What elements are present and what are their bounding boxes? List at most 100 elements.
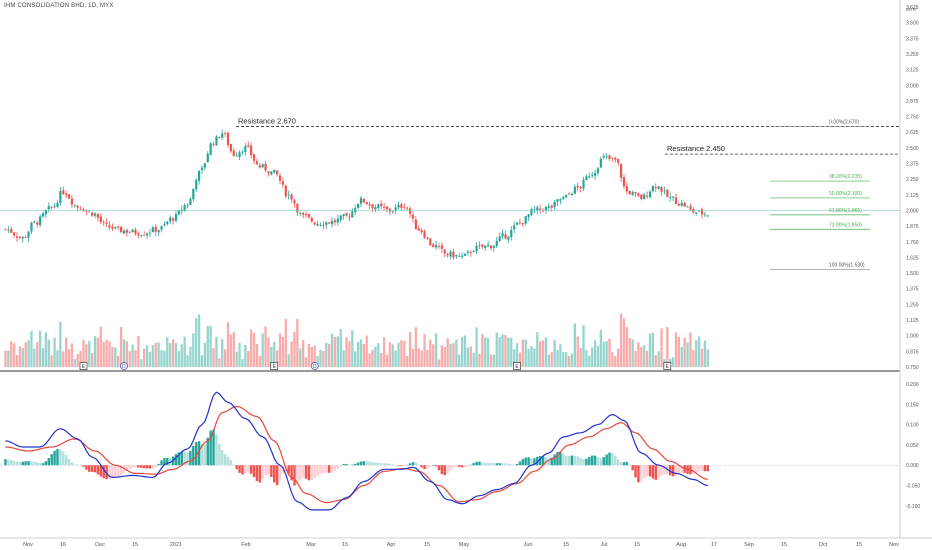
candle-body <box>380 203 383 207</box>
volume-bar <box>484 337 487 367</box>
volume-bar <box>463 335 467 367</box>
volume-bar <box>134 350 137 367</box>
candle-body <box>602 156 605 158</box>
candle-body <box>495 241 498 247</box>
volume-bar <box>351 330 354 367</box>
macd-histogram-bar <box>394 464 397 466</box>
time-axis-tick: Jun <box>524 542 533 548</box>
volume-bar <box>619 313 623 367</box>
macd-histogram-bar <box>541 456 545 466</box>
macd-histogram-bar <box>515 464 519 466</box>
volume-bar <box>634 350 637 367</box>
macd-histogram-bar <box>619 462 623 466</box>
macd-histogram-bar <box>82 465 85 467</box>
candle-body <box>345 213 348 216</box>
candle-body <box>640 194 643 200</box>
candle-body <box>47 206 50 210</box>
candle-body <box>261 164 264 168</box>
volume-bar <box>524 339 527 367</box>
time-axis-tick: Sep <box>744 542 754 548</box>
candle-body <box>614 157 617 160</box>
macd-histogram-bar <box>275 465 279 486</box>
time-axis-tick: Oct <box>819 542 828 548</box>
macd-histogram-bar <box>377 462 380 466</box>
macd-histogram-bar <box>70 462 74 466</box>
volume-bar <box>504 335 507 367</box>
volume-bar <box>18 346 22 367</box>
macd-histogram-bar <box>30 461 33 466</box>
volume-bar <box>10 341 13 367</box>
fib-level-label: 72.00%(1.850) <box>829 222 862 228</box>
volume-bar <box>697 336 701 367</box>
volume-bar <box>322 351 325 367</box>
macd-histogram-bar <box>475 461 478 466</box>
volume-bar <box>657 351 660 367</box>
candle-body <box>330 220 334 225</box>
time-axis-tick: Mar <box>306 542 316 548</box>
price-axis-tick: 3.250 <box>906 52 919 58</box>
macd-histogram-bar <box>310 465 314 480</box>
candle-body <box>437 245 441 247</box>
candle-body <box>235 155 238 157</box>
price-axis-tick: 3.125 <box>906 68 919 74</box>
macd-histogram-bar <box>362 461 366 466</box>
volume-bar <box>4 350 7 367</box>
candle-body <box>186 205 189 207</box>
volume-bar <box>460 336 464 367</box>
volume-bar <box>429 339 432 367</box>
volume-bar <box>345 337 348 367</box>
candle-body <box>481 244 484 248</box>
macd-histogram-bar <box>504 463 507 466</box>
volume-bar <box>426 349 429 367</box>
candle-body <box>368 204 371 206</box>
volume-bar <box>637 342 640 367</box>
candle-body <box>273 169 276 173</box>
event-marker-label: E <box>273 364 277 370</box>
macd-histogram-bar <box>47 457 51 466</box>
volume-bar <box>472 352 475 367</box>
macd-histogram-bar <box>379 463 383 466</box>
volume-bar <box>608 338 611 367</box>
candle-body <box>7 229 10 231</box>
candle-body <box>403 207 406 209</box>
volume-bar <box>232 332 235 367</box>
candle-body <box>67 194 71 199</box>
volume-bar <box>148 351 152 367</box>
macd-histogram-bar <box>273 465 276 483</box>
price-axis-tick: 1.500 <box>906 271 919 277</box>
volume-bar <box>576 336 579 367</box>
candle-body <box>224 132 227 134</box>
macd-histogram-bar <box>700 465 704 472</box>
macd-histogram-bar <box>93 465 97 473</box>
candle-body <box>382 206 386 208</box>
candle-body <box>229 144 232 152</box>
candle-body <box>680 202 683 206</box>
volume-bar <box>408 332 412 367</box>
price-axis-tick: 0.750 <box>906 365 919 371</box>
volume-bar <box>507 337 510 367</box>
macd-histogram-bar <box>368 461 371 466</box>
price-axis-tick: 1.875 <box>906 224 919 230</box>
volume-bar <box>88 341 91 367</box>
candle-body <box>10 229 13 233</box>
macd-histogram-bar <box>194 442 198 466</box>
candle-body <box>469 252 472 253</box>
volume-bar <box>203 342 207 367</box>
candle-body <box>562 196 565 199</box>
candle-body <box>703 214 707 216</box>
candle-body <box>536 207 539 211</box>
macd-histogram-bar <box>304 465 308 479</box>
macd-histogram-bar <box>449 465 452 470</box>
macd-histogram-bar <box>53 450 56 466</box>
dividend-marker <box>120 362 128 370</box>
macd-histogram-bar <box>79 464 82 466</box>
volume-bar <box>466 347 470 367</box>
macd-histogram-bar <box>330 465 334 473</box>
macd-histogram-bar <box>244 465 247 474</box>
macd-axis-tick: 0.050 <box>906 443 919 449</box>
candle-body <box>50 207 53 209</box>
macd-histogram-bar <box>50 454 53 466</box>
macd-histogram-bar <box>44 461 48 466</box>
volume-bar <box>533 348 536 367</box>
